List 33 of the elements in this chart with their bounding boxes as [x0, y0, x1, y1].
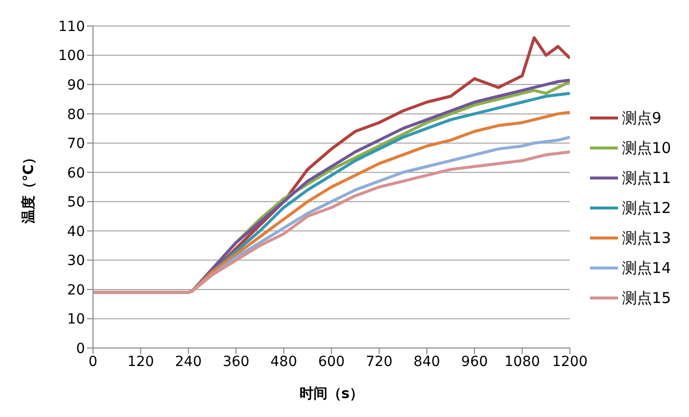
- x-tick-label: 840: [413, 354, 440, 370]
- y-tick-label: 20: [67, 282, 85, 298]
- x-tick-label: 600: [318, 354, 345, 370]
- legend-label: 测点13: [622, 229, 671, 247]
- legend-label: 测点12: [622, 199, 671, 217]
- x-tick-label: 480: [270, 354, 298, 370]
- y-tick-label: 60: [67, 165, 85, 182]
- y-tick-label: 40: [67, 224, 85, 240]
- legend-label: 测点10: [622, 139, 671, 157]
- legend-label: 测点15: [622, 289, 671, 307]
- y-tick-label: 0: [76, 340, 85, 357]
- x-tick-label: 1080: [504, 354, 540, 370]
- legend-label: 测点11: [622, 169, 671, 187]
- legend-label: 测点14: [622, 259, 671, 277]
- x-tick-label: 360: [222, 354, 250, 370]
- y-tick-label: 30: [67, 253, 85, 270]
- y-axis-title: 温度（℃）: [20, 150, 37, 224]
- y-tick-label: 80: [67, 106, 85, 123]
- y-tick-label: 100: [58, 48, 85, 64]
- legend-label: 测点9: [622, 109, 662, 127]
- x-tick-label: 720: [366, 354, 393, 370]
- line-series: [93, 150, 570, 294]
- x-tick-label: 240: [175, 354, 202, 370]
- y-tick-label: 50: [67, 194, 85, 211]
- y-tick-label: 110: [58, 18, 85, 35]
- y-tick-label: 70: [67, 136, 85, 152]
- y-tick-label: 10: [67, 312, 85, 328]
- x-tick-label: 1200: [552, 354, 588, 370]
- y-tick-label: 90: [67, 78, 85, 94]
- x-tick-label: 120: [127, 354, 154, 370]
- x-tick-label: 960: [461, 354, 488, 370]
- x-axis-title: 时间（s）: [299, 386, 364, 402]
- x-tick-label: 0: [88, 354, 98, 370]
